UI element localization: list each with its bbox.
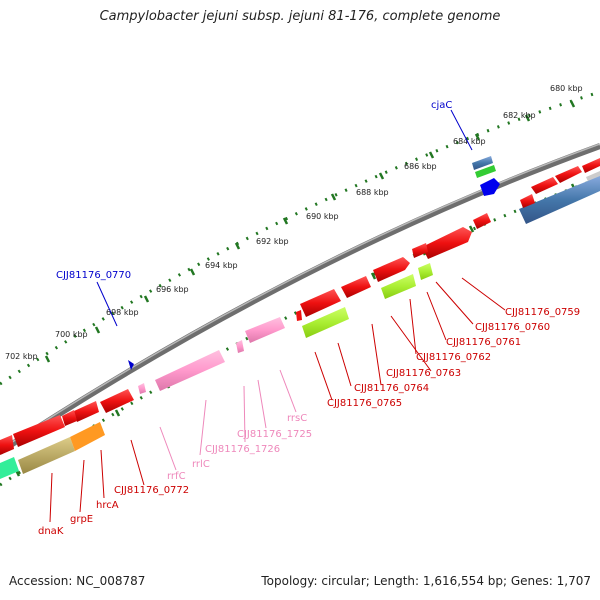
- gene-block-red[interactable]: [520, 194, 535, 208]
- gene-block-lime[interactable]: [418, 263, 433, 280]
- gene-block-red[interactable]: [555, 166, 582, 183]
- accession-text: Accession: NC_008787: [9, 574, 146, 588]
- gene-block-lime[interactable]: [381, 274, 416, 299]
- gene-CJJ81176_0759[interactable]: [473, 213, 491, 229]
- gene-block-red[interactable]: [0, 435, 14, 455]
- label-CJJ81176_0772[interactable]: CJJ81176_0772: [114, 485, 189, 496]
- scale-label-684: 684 kbp: [453, 137, 486, 146]
- gene-CJJ81176_0770[interactable]: [128, 360, 134, 370]
- label-rrlC[interactable]: rrlC: [192, 459, 210, 470]
- scale-label-702: 702 kbp: [5, 352, 38, 361]
- map-title: Campylobacter jejuni subsp. jejuni 81-17…: [99, 9, 501, 24]
- feature-track-outer[interactable]: [0, 156, 600, 479]
- gene-rrsC[interactable]: [245, 317, 285, 343]
- gene-CJJ81176_0760[interactable]: [422, 227, 472, 259]
- gene-block-teal[interactable]: [0, 457, 19, 479]
- gene-block-steel[interactable]: [472, 156, 493, 170]
- gene-block-steel-inner[interactable]: [519, 176, 600, 224]
- gene-grpE[interactable]: [13, 415, 65, 447]
- gene-block-red[interactable]: [296, 310, 302, 321]
- label-CJJ81176_0770[interactable]: CJJ81176_0770: [56, 270, 131, 281]
- scale-label-686: 686 kbp: [404, 162, 437, 171]
- scale-label-696: 696 kbp: [156, 285, 189, 294]
- scale-label-690: 690 kbp: [306, 212, 339, 221]
- outer-scale-track: [0, 90, 600, 386]
- gene-CJJ81176_0762[interactable]: [373, 257, 410, 282]
- scale-labels: 680 kbp 682 kbp 684 kbp 686 kbp 688 kbp …: [5, 84, 583, 361]
- label-CJJ81176_0764[interactable]: CJJ81176_0764: [354, 383, 429, 394]
- label-CJJ81176_0765[interactable]: CJJ81176_0765: [327, 398, 402, 409]
- scale-label-680: 680 kbp: [550, 84, 583, 93]
- scale-label-694: 694 kbp: [205, 261, 238, 270]
- label-rrfC[interactable]: rrfC: [167, 471, 186, 482]
- scale-label-688: 688 kbp: [356, 188, 389, 197]
- gene-CJJ81176_1725[interactable]: [236, 340, 244, 353]
- gene-block-green[interactable]: [475, 165, 496, 178]
- label-CJJ81176_0760[interactable]: CJJ81176_0760: [475, 322, 550, 333]
- gene-hrcA[interactable]: [74, 401, 99, 422]
- label-CJJ81176_0761[interactable]: CJJ81176_0761: [446, 337, 521, 348]
- label-CJJ81176_0759[interactable]: CJJ81176_0759: [505, 307, 580, 318]
- gene-CJJ81176_0763[interactable]: [341, 276, 371, 298]
- label-CJJ81176_1725[interactable]: CJJ81176_1725: [237, 429, 312, 440]
- label-CJJ81176_1726[interactable]: CJJ81176_1726: [205, 444, 280, 455]
- label-CJJ81176_0762[interactable]: CJJ81176_0762: [416, 352, 491, 363]
- gene-block-red[interactable]: [62, 410, 77, 426]
- gene-CJJ81176_0765[interactable]: [302, 307, 349, 338]
- gene-block-orange[interactable]: [70, 422, 105, 451]
- genome-backbone: [0, 143, 600, 455]
- gene-CJJ81176_0772[interactable]: [100, 389, 134, 413]
- label-rrsC[interactable]: rrsC: [287, 413, 307, 424]
- scale-label-698: 698 kbp: [106, 308, 139, 317]
- gene-dnaK[interactable]: [18, 437, 75, 474]
- gene-block-red[interactable]: [582, 158, 600, 173]
- gene-CJJ81176_0764[interactable]: [300, 289, 341, 317]
- gene-labels: cjaC CJJ81176_0770 CJJ81176_0759 CJJ8117…: [38, 100, 580, 537]
- gene-block-red[interactable]: [531, 177, 558, 194]
- genome-summary: Topology: circular; Length: 1,616,554 bp…: [261, 574, 591, 588]
- label-leaders: [49, 109, 506, 523]
- scale-label-692: 692 kbp: [256, 237, 289, 246]
- label-CJJ81176_0763[interactable]: CJJ81176_0763: [386, 368, 461, 379]
- scale-label-682: 682 kbp: [503, 111, 536, 120]
- outer-major-ticks: [44, 100, 576, 363]
- label-grpE[interactable]: grpE: [70, 514, 93, 525]
- label-hrcA[interactable]: hrcA: [96, 500, 119, 511]
- gene-cjaC[interactable]: [480, 178, 500, 196]
- gene-CJJ81176_0761[interactable]: [412, 243, 428, 258]
- label-dnaK[interactable]: dnaK: [38, 526, 64, 537]
- scale-label-700: 700 kbp: [55, 330, 88, 339]
- gene-rrfC[interactable]: [138, 383, 146, 394]
- gene-rrlC[interactable]: [155, 350, 225, 391]
- label-cjaC[interactable]: cjaC: [431, 100, 452, 111]
